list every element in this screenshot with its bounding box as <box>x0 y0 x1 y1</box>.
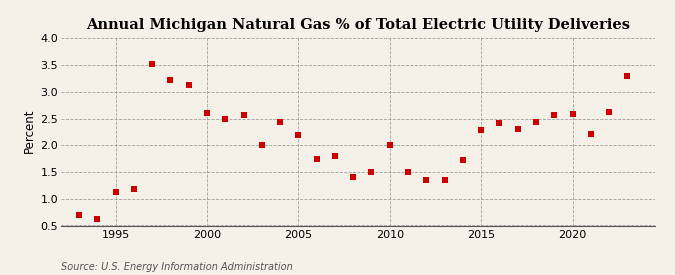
Point <box>92 216 103 221</box>
Point <box>476 128 487 133</box>
Point <box>531 120 541 124</box>
Point <box>146 61 157 66</box>
Point <box>220 116 231 121</box>
Point <box>202 111 213 116</box>
Point <box>184 83 194 88</box>
Y-axis label: Percent: Percent <box>23 108 36 153</box>
Point <box>622 74 632 78</box>
Point <box>238 113 249 117</box>
Text: Source: U.S. Energy Information Administration: Source: U.S. Energy Information Administ… <box>61 262 292 272</box>
Point <box>128 187 139 191</box>
Point <box>165 78 176 82</box>
Point <box>384 143 395 147</box>
Point <box>603 110 614 114</box>
Point <box>549 113 560 117</box>
Point <box>402 170 413 174</box>
Point <box>512 127 523 131</box>
Title: Annual Michigan Natural Gas % of Total Electric Utility Deliveries: Annual Michigan Natural Gas % of Total E… <box>86 18 630 32</box>
Point <box>585 131 596 136</box>
Point <box>458 158 468 163</box>
Point <box>494 121 505 125</box>
Point <box>311 156 322 161</box>
Point <box>110 190 121 194</box>
Point <box>439 178 450 182</box>
Point <box>348 175 358 180</box>
Point <box>567 112 578 117</box>
Point <box>421 178 432 182</box>
Point <box>366 170 377 174</box>
Point <box>74 213 84 217</box>
Point <box>275 120 286 125</box>
Point <box>256 143 267 147</box>
Point <box>293 133 304 137</box>
Point <box>329 154 340 158</box>
